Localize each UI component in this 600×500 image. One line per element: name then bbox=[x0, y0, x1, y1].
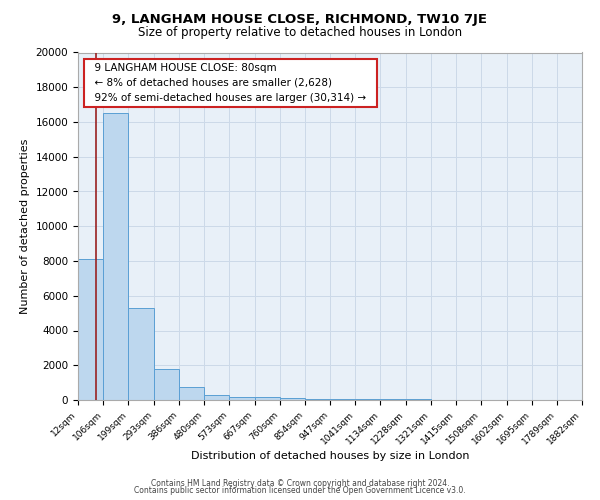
Bar bbox=[154, 368, 179, 400]
Text: 9 LANGHAM HOUSE CLOSE: 80sqm  
  ← 8% of detached houses are smaller (2,628)  
 : 9 LANGHAM HOUSE CLOSE: 80sqm ← 8% of det… bbox=[88, 63, 373, 102]
Bar bbox=[103, 114, 128, 400]
Bar bbox=[355, 399, 380, 400]
Text: Contains HM Land Registry data © Crown copyright and database right 2024.: Contains HM Land Registry data © Crown c… bbox=[151, 478, 449, 488]
Bar bbox=[78, 260, 103, 400]
Bar bbox=[330, 399, 355, 400]
Bar bbox=[280, 398, 305, 400]
Bar bbox=[179, 387, 204, 400]
Y-axis label: Number of detached properties: Number of detached properties bbox=[20, 138, 30, 314]
Bar bbox=[254, 398, 280, 400]
Text: Size of property relative to detached houses in London: Size of property relative to detached ho… bbox=[138, 26, 462, 39]
Text: 9, LANGHAM HOUSE CLOSE, RICHMOND, TW10 7JE: 9, LANGHAM HOUSE CLOSE, RICHMOND, TW10 7… bbox=[113, 12, 487, 26]
Bar bbox=[305, 398, 330, 400]
Bar bbox=[229, 396, 254, 400]
X-axis label: Distribution of detached houses by size in London: Distribution of detached houses by size … bbox=[191, 452, 469, 462]
Text: Contains public sector information licensed under the Open Government Licence v3: Contains public sector information licen… bbox=[134, 486, 466, 495]
Bar bbox=[204, 395, 229, 400]
Bar bbox=[128, 308, 154, 400]
